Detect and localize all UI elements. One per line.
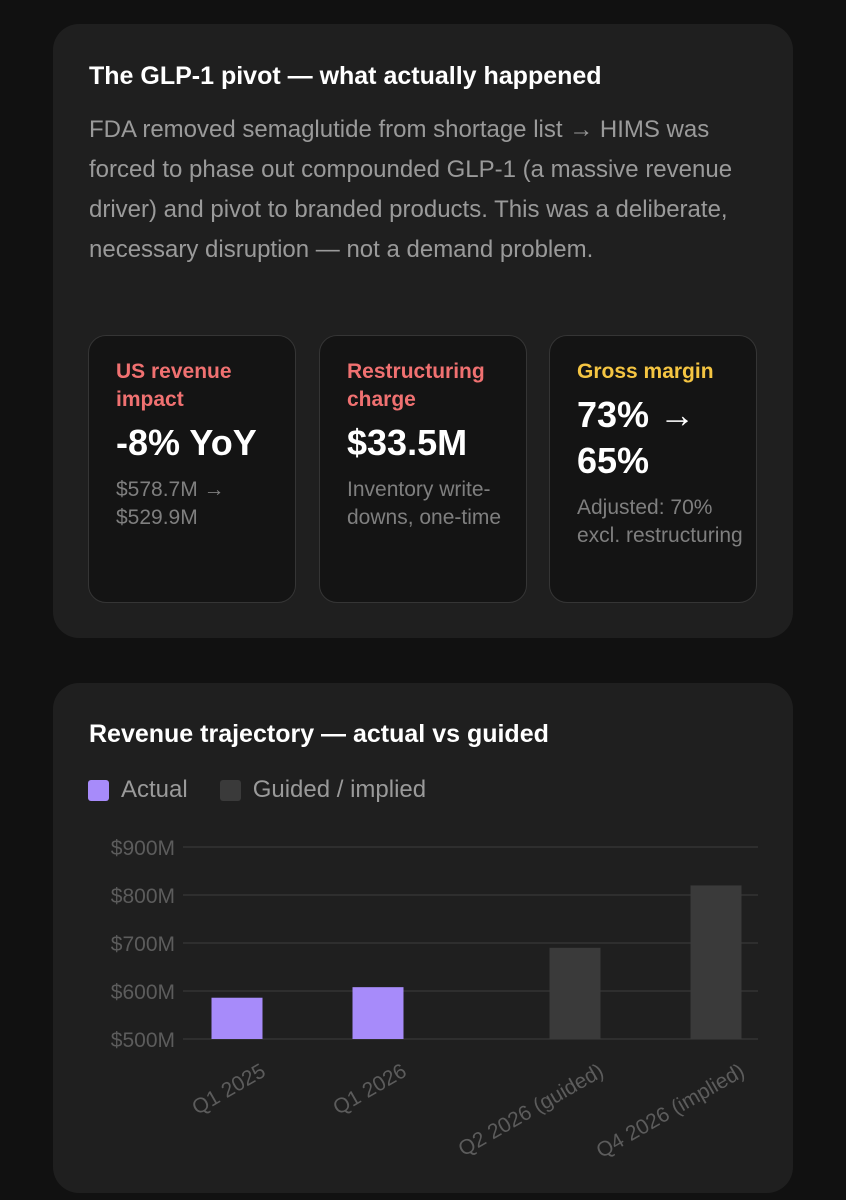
bar-q1-2025 (211, 997, 263, 1039)
glp1-description: FDA removed semaglutide from shortage li… (89, 116, 733, 263)
legend-label: Guided / implied (252, 776, 427, 803)
y-tick-label: $800M (111, 885, 175, 908)
legend-label: Actual (121, 776, 188, 803)
revenue-trajectory-card: $500M $600M $700M $800M $900M Q1 2025 Q1 2026 Q… (53, 683, 793, 1193)
y-tick-label: $700M (111, 933, 175, 956)
bar-q2-2026-guided (549, 947, 601, 1039)
legend-swatch-actual (88, 779, 109, 801)
x-tick-label: Q4 2026 (implied) (592, 1059, 748, 1162)
stat-note: $578.7M → $529.9M (116, 478, 225, 529)
bar-q4-2026-implied (690, 885, 742, 1039)
x-tick-label: Q1 2025 (188, 1059, 269, 1119)
y-tick-label: $500M (111, 1029, 175, 1052)
glp1-pivot-card: The GLP-1 pivot — what actually happened… (53, 24, 793, 638)
stat-card-us-revenue: US revenue impact -8% YoY $578.7M → $529… (88, 335, 296, 603)
x-tick-label: Q2 2026 (guided) (454, 1059, 607, 1161)
legend-item-actual: Actual (88, 776, 188, 804)
chart-title: Revenue trajectory — actual vs guided (89, 720, 549, 748)
chart-legend: Actual Guided / implied (88, 776, 458, 804)
stat-label: US revenue impact (116, 360, 232, 411)
stat-note: Adjusted: 70% excl. restructuring (577, 496, 743, 547)
revenue-chart: $500M $600M $700M $800M $900M Q1 2025 Q1 2026 Q… (111, 837, 758, 1163)
stat-card-restructuring: Restructuring charge $33.5M Inventory wr… (319, 335, 527, 603)
stat-card-gross-margin: Gross margin 73% → 65% Adjusted: 70% exc… (549, 335, 757, 603)
stat-value: $33.5M (347, 422, 468, 463)
legend-swatch-guided (219, 779, 241, 801)
y-tick-label: $600M (111, 981, 175, 1004)
glp1-card-title: The GLP-1 pivot — what actually happened (89, 62, 602, 90)
stat-value: -8% YoY (116, 422, 257, 463)
y-tick-label: $900M (111, 837, 175, 860)
legend-item-guided: Guided / implied (219, 776, 427, 804)
stat-label: Gross margin (577, 360, 714, 383)
stat-note: Inventory write-downs, one-time (347, 478, 502, 529)
stat-label: Restructuring charge (347, 360, 485, 411)
bar-q1-2026 (352, 987, 404, 1039)
stat-value: 73% → 65% (577, 394, 696, 481)
x-tick-label: Q1 2026 (329, 1059, 410, 1119)
